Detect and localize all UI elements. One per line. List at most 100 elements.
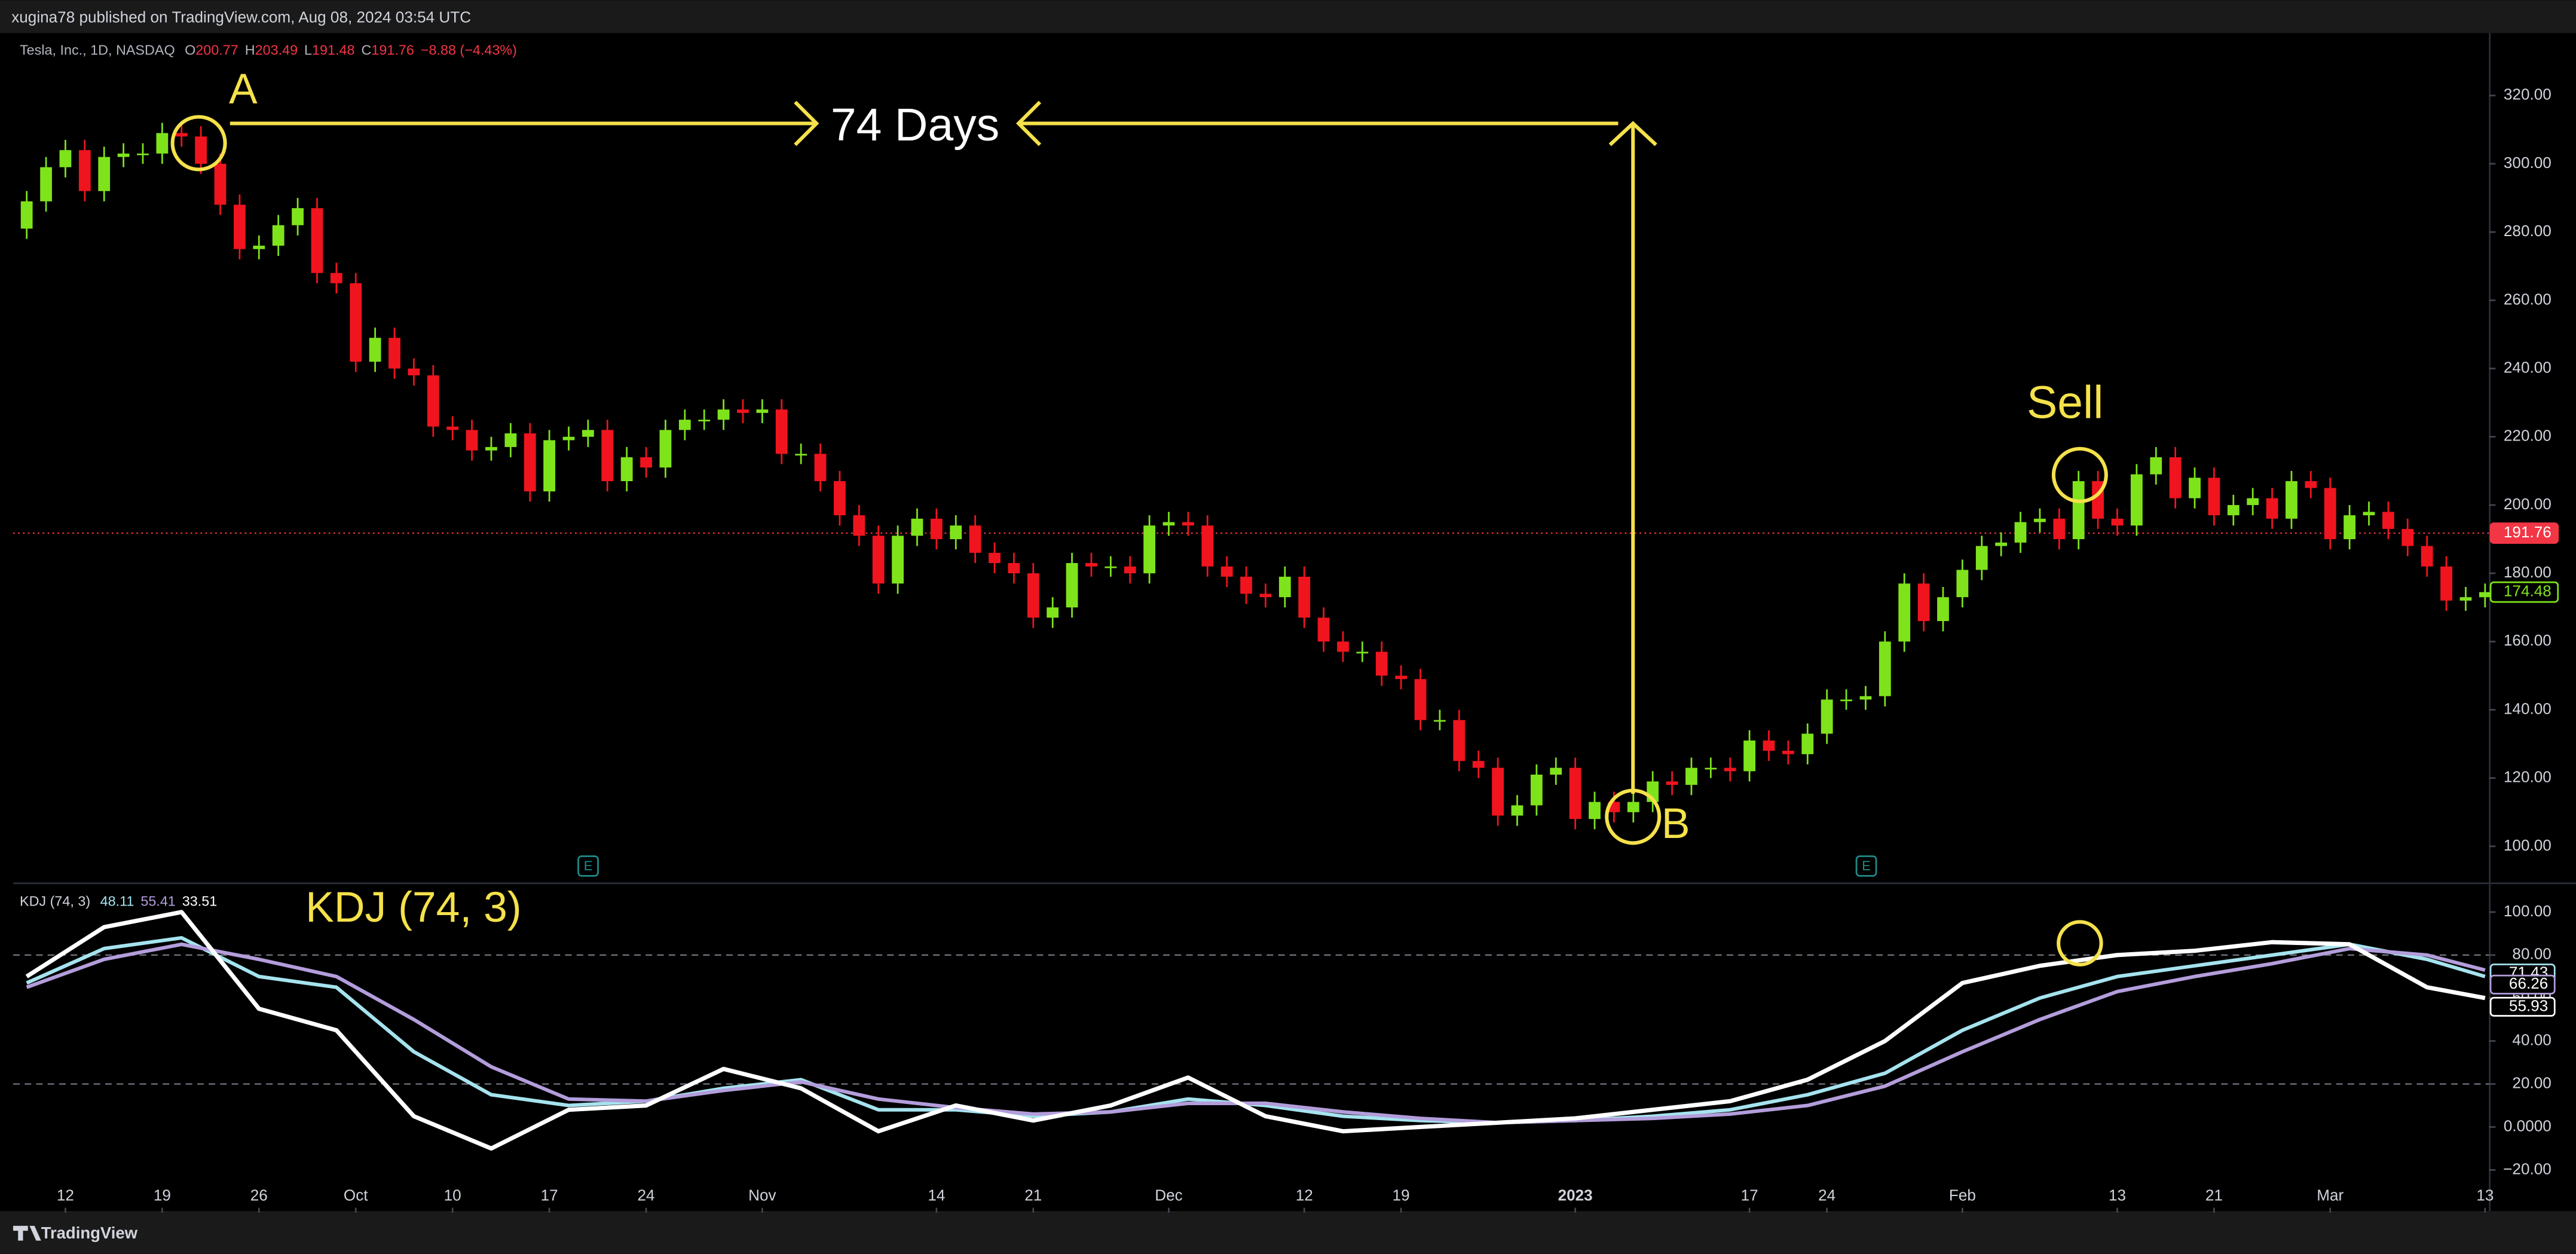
annotation-sell: Sell — [2027, 377, 2103, 429]
candle-body — [2227, 504, 2240, 516]
publisher: xugina78 published on TradingView.com, A… — [11, 8, 471, 26]
x-tick-label: 26 — [250, 1186, 268, 1204]
d-value: 55.41 — [140, 894, 175, 909]
annotation-a: A — [229, 65, 258, 113]
annotation-kdj: KDJ (74, 3) — [305, 883, 521, 931]
annotations — [170, 100, 2108, 967]
candle-body — [2479, 592, 2491, 598]
kdj-line — [26, 936, 2486, 1125]
x-tick-label: 17 — [1741, 1186, 1758, 1204]
candle-body — [795, 454, 807, 456]
candle-body — [214, 164, 227, 205]
x-tick-label: Dec — [1155, 1186, 1182, 1204]
annotation-days: 74 Days — [831, 99, 999, 151]
candle-body — [2111, 518, 2124, 526]
candle-body — [1008, 563, 1020, 574]
marks: 100.00 120.00 140.00 160.00 180.00 200.00 220.… — [13, 85, 2559, 1213]
candle-body — [292, 208, 304, 225]
price-tag-label: 191.76 — [2504, 523, 2551, 541]
candle-body — [1317, 617, 1330, 642]
candle-body — [911, 518, 923, 536]
candle-body — [1937, 597, 1949, 622]
candle-body — [1220, 566, 1233, 577]
candle-body — [1763, 740, 1775, 751]
candle-body — [1530, 775, 1543, 806]
kdj-title: KDJ (74, 3) — [20, 894, 90, 909]
candle-body — [1375, 652, 1388, 676]
candle-body — [1472, 761, 1485, 768]
candle-body — [2150, 457, 2162, 475]
x-tick-label: 14 — [928, 1186, 945, 1204]
candle-body — [2072, 481, 2085, 540]
candle-body — [1821, 699, 1833, 734]
y-tick-label: 20.00 — [2512, 1073, 2551, 1091]
x-tick-label: 21 — [2205, 1186, 2223, 1204]
kdj-tag — [2489, 996, 2556, 1017]
candle-body — [388, 338, 400, 369]
x-tick-label: Feb — [1949, 1186, 1976, 1204]
x-tick-label: 24 — [1818, 1186, 1835, 1204]
candle-body — [330, 273, 342, 283]
earnings-icon — [1855, 855, 1877, 877]
candle-body — [989, 552, 1001, 564]
candle-body — [1724, 767, 1736, 772]
candle-body — [814, 454, 827, 481]
footer: TradingView — [41, 1224, 138, 1242]
earnings-icon — [577, 855, 599, 877]
candle-body — [1298, 576, 1311, 618]
candle-body — [1589, 802, 1601, 819]
candle-body — [504, 433, 517, 447]
candle-body — [2014, 522, 2027, 543]
candle-body — [1047, 607, 1059, 618]
y-tick-label: 120.00 — [2504, 768, 2551, 786]
candle-body — [2130, 474, 2143, 526]
candle-body — [408, 368, 420, 375]
footer-bar — [0, 1211, 2576, 1254]
candle-body — [1743, 740, 1756, 772]
candle-body — [601, 430, 614, 481]
y-tick-label: 160.00 — [2504, 631, 2551, 649]
candle-body — [78, 150, 91, 191]
candle-body — [175, 133, 188, 137]
candle-body — [2208, 478, 2220, 516]
candle-body — [524, 433, 536, 492]
candle-body — [1550, 767, 1562, 775]
candle-body — [195, 136, 207, 164]
candle-body — [2169, 457, 2182, 498]
x-tick-label: 13 — [2476, 1186, 2494, 1204]
candle-body — [775, 409, 788, 454]
candle-body — [1337, 641, 1349, 652]
y-tick-label: 0.0000 — [2504, 1117, 2551, 1134]
candle-body — [737, 409, 749, 413]
candle-body — [369, 338, 381, 362]
y-tick-label: 280.00 — [2504, 222, 2551, 240]
candle-body — [427, 375, 439, 427]
symbol: Tesla, Inc., 1D, NASDAQ — [20, 42, 175, 58]
candle-body — [1278, 576, 1291, 598]
earnings-letter: E — [584, 858, 593, 873]
x-tick-label: 13 — [2109, 1186, 2126, 1204]
candle-body — [2382, 512, 2394, 529]
candle-body — [20, 201, 33, 229]
candle-body — [1492, 767, 1504, 816]
x-tick-label: Oct — [344, 1186, 368, 1204]
candle-body — [2363, 512, 2375, 516]
candle-body — [1666, 781, 1678, 785]
candle-body — [1859, 696, 1872, 700]
change: −8.88 (−4.43%) — [421, 42, 517, 58]
candle-body — [1956, 570, 1969, 598]
y-tick-label: 220.00 — [2504, 427, 2551, 445]
c-label: C — [362, 42, 372, 58]
candle-body — [2247, 498, 2259, 505]
logo — [13, 1225, 41, 1241]
kdj-line — [25, 910, 2486, 1151]
o-label: O — [185, 42, 195, 58]
candle-body — [2459, 597, 2472, 601]
x-tick-label: 19 — [1393, 1186, 1410, 1204]
candle-body — [1840, 699, 1852, 702]
candle-body — [2189, 478, 2201, 498]
open: 200.77 — [195, 42, 238, 58]
close: 191.76 — [371, 42, 414, 58]
price-tag — [2489, 522, 2559, 544]
candle-body — [640, 457, 652, 468]
